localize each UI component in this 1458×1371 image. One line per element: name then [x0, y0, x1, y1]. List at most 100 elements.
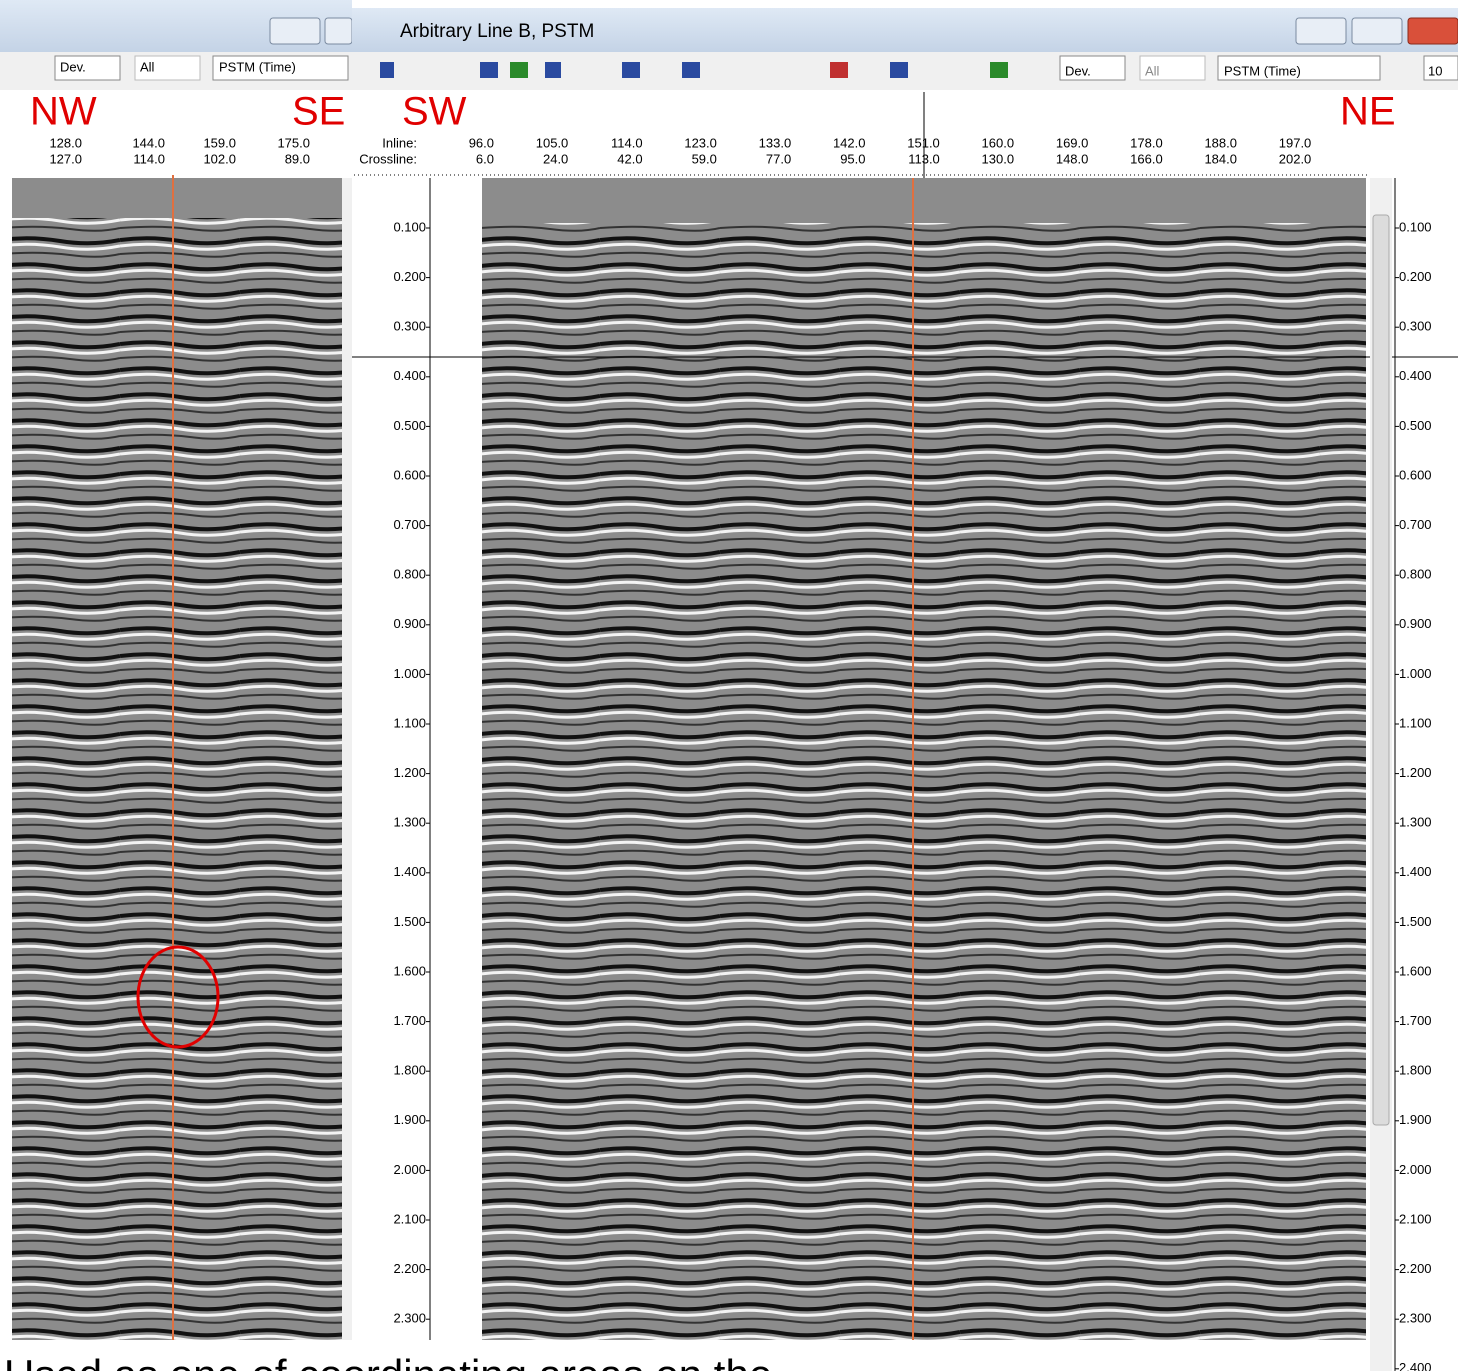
time-label: 1.800: [1399, 1063, 1432, 1078]
time-label: 1.300: [1399, 815, 1432, 830]
time-label: 1.300: [393, 815, 426, 830]
tool-icon[interactable]: [830, 62, 848, 78]
crossline-value: 89.0: [285, 151, 310, 166]
direction-label: SW: [402, 90, 467, 134]
right-seismic-top: [482, 178, 1366, 223]
time-label: 0.100: [1399, 219, 1432, 234]
inline-value: 169.0: [1056, 135, 1089, 150]
time-label: 2.100: [1399, 1211, 1432, 1226]
crossline-value: 95.0: [840, 151, 865, 166]
time-label: 1.600: [1399, 963, 1432, 978]
time-label: 2.200: [393, 1261, 426, 1276]
inline-value: 133.0: [759, 135, 792, 150]
crossline-value: 59.0: [692, 151, 717, 166]
time-label: 2.200: [1399, 1261, 1432, 1276]
inline-value: 128.0: [49, 135, 82, 150]
time-label: 0.800: [1399, 567, 1432, 582]
scroll-thumb[interactable]: [1373, 215, 1389, 1125]
time-label: 1.400: [1399, 864, 1432, 879]
time-label: 0.200: [1399, 269, 1432, 284]
maximize-button[interactable]: [1352, 18, 1402, 44]
combo-text: PSTM (Time): [219, 59, 296, 74]
time-label: 0.700: [1399, 517, 1432, 532]
time-label: 1.500: [393, 914, 426, 929]
inline-value: 159.0: [203, 135, 236, 150]
crossline-label: Crossline:: [359, 151, 417, 166]
time-label: 0.600: [393, 467, 426, 482]
tool-icon[interactable]: [480, 62, 498, 78]
time-label: 0.200: [393, 269, 426, 284]
time-label: 1.800: [393, 1063, 426, 1078]
time-label: 1.500: [1399, 914, 1432, 929]
crossline-value: 114.0: [133, 151, 165, 166]
right-seismic: [482, 178, 1366, 1340]
inline-value: 144.0: [132, 135, 165, 150]
combo-text: All: [1145, 63, 1160, 78]
time-label: 2.400: [1399, 1360, 1432, 1371]
inline-value: 197.0: [1279, 135, 1312, 150]
tool-icon[interactable]: [510, 62, 528, 78]
direction-label: NE: [1340, 90, 1396, 134]
crossline-value: 148.0: [1056, 151, 1089, 166]
minimize-button[interactable]: [1296, 18, 1346, 44]
screen: Used as one of coordinating areas on the…: [0, 0, 1458, 1371]
crossline-value: 42.0: [617, 151, 642, 166]
direction-label: NW: [30, 90, 97, 134]
time-label: 1.600: [393, 963, 426, 978]
tool-icon[interactable]: [545, 62, 561, 78]
inline-value: 151.0: [907, 135, 940, 150]
time-label: 0.500: [393, 418, 426, 433]
time-label: 1.100: [393, 715, 426, 730]
time-label: 1.000: [393, 666, 426, 681]
close-button[interactable]: [1408, 18, 1458, 44]
time-label: 1.900: [1399, 1112, 1432, 1127]
inline-value: 105.0: [536, 135, 569, 150]
time-label: 0.700: [393, 517, 426, 532]
crossline-value: 166.0: [1130, 151, 1163, 166]
page: Used as one of coordinating areas on the…: [0, 0, 1458, 1371]
time-label: 2.300: [393, 1311, 426, 1326]
minimize-button[interactable]: [270, 18, 320, 44]
maximize-button[interactable]: [325, 18, 352, 44]
time-label: 0.500: [1399, 418, 1432, 433]
time-label: 2.300: [1399, 1311, 1432, 1326]
time-label: 0.300: [1399, 319, 1432, 334]
crossline-value: 102.0: [203, 151, 236, 166]
time-label: 1.700: [1399, 1013, 1432, 1028]
time-label: 0.800: [393, 567, 426, 582]
crossline-value: 113.0: [908, 151, 940, 166]
crossline-value: 130.0: [982, 151, 1015, 166]
combo-text: Dev.: [60, 59, 86, 74]
combo-text: PSTM (Time): [1224, 63, 1301, 78]
time-label: 0.400: [1399, 368, 1432, 383]
time-label: 0.600: [1399, 467, 1432, 482]
direction-label: SE: [292, 90, 345, 134]
tool-icon[interactable]: [622, 62, 640, 78]
inline-value: 142.0: [833, 135, 866, 150]
inline-label: Inline:: [382, 135, 417, 150]
time-label: 1.900: [393, 1112, 426, 1127]
tool-icon[interactable]: [990, 62, 1008, 78]
inline-value: 114.0: [611, 135, 643, 150]
tool-icon[interactable]: [890, 62, 908, 78]
time-label: 2.000: [393, 1162, 426, 1177]
time-label: 0.400: [393, 368, 426, 383]
time-label: 1.400: [393, 864, 426, 879]
caption: Used as one of coordinating areas on the: [4, 1351, 772, 1371]
inline-value: 188.0: [1204, 135, 1237, 150]
time-label: 1.000: [1399, 666, 1432, 681]
combo-text: Dev.: [1065, 63, 1091, 78]
time-label: 0.100: [393, 219, 426, 234]
input-text: 10: [1428, 63, 1442, 78]
left-seismic: [12, 178, 342, 1340]
crossline-value: 127.0: [49, 151, 82, 166]
inline-value: 178.0: [1130, 135, 1163, 150]
time-label: 1.200: [393, 765, 426, 780]
time-label: 2.000: [1399, 1162, 1432, 1177]
blank-strip: [432, 178, 482, 1340]
time-label: 1.100: [1399, 715, 1432, 730]
crossline-value: 202.0: [1279, 151, 1312, 166]
time-label: 2.100: [393, 1211, 426, 1226]
tool-icon[interactable]: [682, 62, 700, 78]
tool-icon[interactable]: [380, 62, 394, 78]
